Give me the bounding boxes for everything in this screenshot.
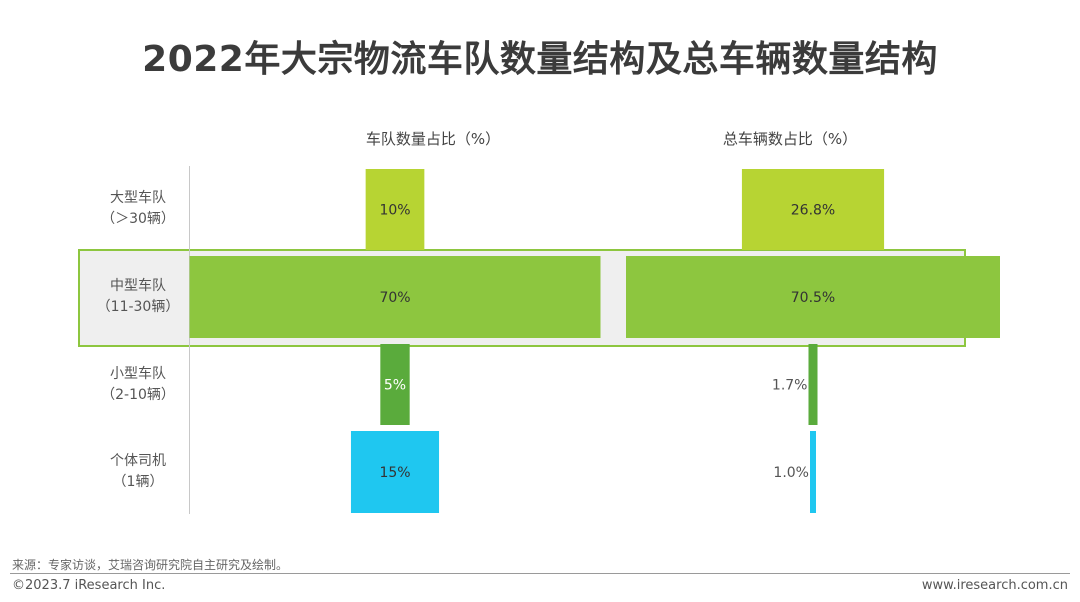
website-link[interactable]: www.iresearch.com.cn — [921, 578, 1068, 593]
bar-series2-medium — [626, 256, 1000, 338]
category-label-small: 小型车队 （2-10辆） — [88, 364, 188, 406]
bar-series1-large — [365, 169, 425, 250]
category-label-large: 大型车队 （＞30辆） — [88, 188, 188, 230]
bar-series2-large — [741, 169, 885, 250]
bar-series2-small — [808, 344, 818, 425]
category-label-small-line1: 小型车队 — [110, 366, 166, 382]
category-label-medium: 中型车队 （11-30辆） — [88, 276, 188, 318]
category-label-individual-line2: （1辆） — [112, 474, 164, 490]
series-1-header: 车队数量占比（%） — [365, 130, 501, 148]
data-label-series2-large: 26.8% — [791, 203, 835, 219]
category-label-individual: 个体司机 （1辆） — [88, 451, 188, 493]
data-label-series2-individual: 1.0% — [773, 465, 809, 481]
footer-divider — [10, 573, 1070, 574]
category-label-large-line1: 大型车队 — [110, 190, 166, 206]
data-label-series1-medium: 70% — [379, 290, 410, 306]
data-label-series1-large: 10% — [379, 203, 410, 219]
data-label-series2-medium: 70.5% — [791, 290, 835, 306]
category-label-small-line2: （2-10辆） — [101, 387, 175, 403]
category-label-large-line2: （＞30辆） — [101, 211, 175, 227]
bar-series1-small — [380, 344, 410, 425]
source-note: 来源：专家访谈，艾瑞咨询研究院自主研究及绘制。 — [12, 558, 289, 572]
chart-title: 2022年大宗物流车队数量结构及总车辆数量结构 — [142, 39, 938, 80]
data-label-series2-small: 1.7% — [772, 378, 808, 394]
copyright-text: ©2023.7 iResearch Inc. — [12, 578, 166, 593]
bar-series2-individual — [810, 431, 816, 513]
bar-series1-medium — [189, 256, 601, 338]
category-label-medium-line1: 中型车队 — [110, 278, 166, 294]
category-axis-line — [189, 166, 190, 514]
bar-series1-individual — [350, 431, 440, 513]
series-2-header: 总车辆数占比（%） — [722, 130, 858, 148]
data-label-series1-individual: 15% — [379, 465, 410, 481]
data-label-series1-small: 5% — [384, 378, 406, 394]
category-label-individual-line1: 个体司机 — [110, 453, 166, 469]
category-label-medium-line2: （11-30辆） — [96, 299, 180, 315]
